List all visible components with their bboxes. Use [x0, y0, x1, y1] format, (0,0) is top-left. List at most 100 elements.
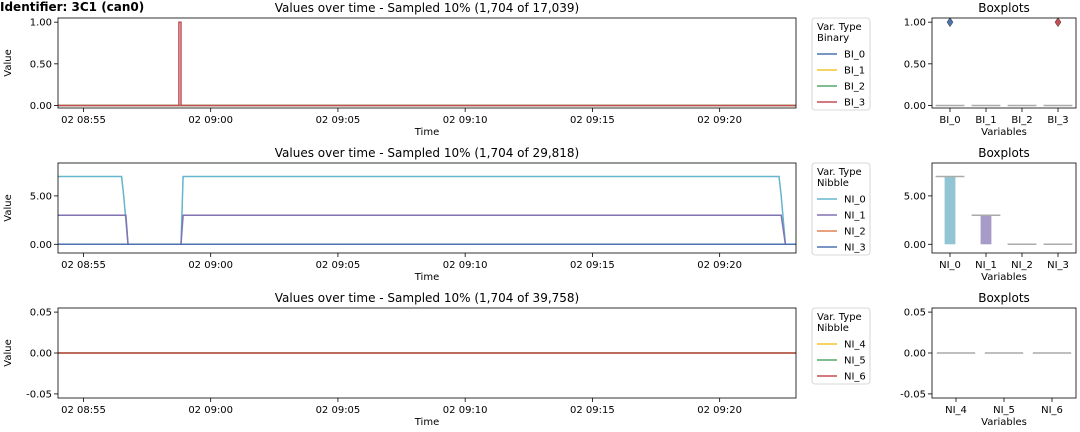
x-tick-label: 02 08:55: [61, 405, 106, 416]
series-group: [58, 21, 796, 107]
y-tick-label: 5.00: [904, 191, 926, 202]
y-tick-label: 0.05: [904, 308, 926, 319]
boxplot-2: Boxplots NI_0 NI_1 NI_2 NI_3 0.00 5.00 Variable…: [904, 146, 1077, 283]
legend-box: [811, 162, 871, 256]
legend-title: Var. Type: [817, 22, 862, 33]
x-tick-label: 02 09:15: [570, 405, 615, 416]
x-tick-label: 02 09:05: [316, 115, 361, 126]
x-tick-label: NI_1: [975, 260, 997, 271]
x-tick-label: 02 09:20: [697, 405, 742, 416]
x-tick-label: BI_1: [975, 115, 996, 126]
legend-title: Var. Type: [817, 312, 862, 323]
legend-item-ni_4: NI_4: [844, 340, 866, 351]
boxplot-title: Boxplots: [978, 291, 1030, 305]
boxplot-title: Boxplots: [978, 1, 1030, 15]
x-tick-label: 02 09:20: [697, 260, 742, 271]
y-tick-label: 0.50: [904, 59, 926, 70]
legend-item-ni_0: NI_0: [844, 195, 866, 206]
x-tick-label: 02 09:05: [316, 260, 361, 271]
y-tick-label: 0.00: [904, 240, 926, 251]
outlier-bi_3: [1054, 17, 1062, 28]
x-tick-label: 02 08:55: [61, 260, 106, 271]
legend-subtitle: Nibble: [817, 323, 849, 334]
x-tick-label: BI_0: [939, 115, 960, 126]
y-axis-label: Value: [3, 194, 14, 221]
series-line-bi_3: [58, 21, 796, 107]
legend-box: [811, 17, 871, 111]
x-axis-label: Time: [414, 417, 439, 428]
x-tick-label: 02 09:00: [188, 115, 233, 126]
y-tick-label: 5.00: [30, 191, 52, 202]
y-tick-label: 0.00: [30, 101, 52, 112]
boxplot-title: Boxplots: [978, 146, 1030, 160]
x-tick-label: 02 09:15: [570, 115, 615, 126]
line-chart-3: Values over time - Sampled 10% (1,704 of…: [3, 291, 871, 428]
x-axis-label: Time: [414, 272, 439, 283]
x-tick-label: 02 09:05: [316, 405, 361, 416]
x-tick-label: 02 09:10: [443, 405, 488, 416]
box-ni_1: [980, 215, 992, 245]
x-tick-label: NI_4: [945, 405, 967, 416]
y-axis-label: Value: [3, 339, 14, 366]
y-tick-label: 0.05: [30, 308, 52, 319]
y-tick-label: 0.00: [904, 101, 926, 112]
chart-title: Values over time - Sampled 10% (1,704 of…: [275, 291, 579, 305]
figure-title: Identifier: 3C1 (can0): [0, 0, 145, 14]
legend-title: Var. Type: [817, 167, 862, 178]
y-axis-label: Value: [3, 49, 14, 76]
plot-frame: [57, 162, 797, 254]
legend-item-ni_5: NI_5: [844, 356, 866, 367]
chart-title: Values over time - Sampled 10% (1,704 of…: [275, 1, 579, 15]
legend-item-bi_0: BI_0: [844, 50, 865, 61]
plot-frame: [931, 162, 1077, 254]
chart-title: Values over time - Sampled 10% (1,704 of…: [275, 146, 579, 160]
x-tick-label: 02 08:55: [61, 115, 106, 126]
y-tick-label: 1.00: [904, 18, 926, 29]
x-tick-label: 02 09:20: [697, 115, 742, 126]
series-line-ni_1: [58, 214, 796, 246]
x-axis-label: Variables: [981, 127, 1027, 138]
legend-subtitle: Binary: [817, 33, 849, 44]
y-tick-label: 0.50: [30, 59, 52, 70]
x-tick-label: 02 09:10: [443, 115, 488, 126]
x-tick-label: BI_2: [1011, 115, 1032, 126]
series-line-ni_0: [58, 175, 796, 246]
x-tick-label: NI_3: [1047, 260, 1069, 271]
x-tick-label: NI_2: [1011, 260, 1033, 271]
x-tick-label: BI_3: [1047, 115, 1068, 126]
line-chart-2: Values over time - Sampled 10% (1,704 of…: [3, 146, 871, 283]
boxplot-3: Boxplots NI_4 NI_5 NI_6 -0.05 0.00 0.05 Variabl…: [900, 291, 1077, 428]
outlier-bi_0: [946, 17, 954, 28]
y-tick-label: 0.00: [904, 349, 926, 360]
legend-item-ni_6: NI_6: [844, 372, 866, 383]
legend-subtitle: Nibble: [817, 178, 849, 189]
x-tick-label: NI_5: [993, 405, 1015, 416]
plot-frame: [57, 17, 797, 109]
y-tick-label: -0.05: [900, 389, 926, 400]
x-tick-label: 02 09:15: [570, 260, 615, 271]
plot-frame: [931, 17, 1077, 109]
box-ni_0: [944, 176, 956, 245]
legend-item-ni_1: NI_1: [844, 211, 866, 222]
boxplot-1: Boxplots BI_0 BI_1 BI_2 BI_3 0.00 0.50 1.00 Vari…: [904, 1, 1077, 138]
x-tick-label: NI_6: [1041, 405, 1063, 416]
y-tick-label: -0.05: [26, 389, 52, 400]
x-tick-label: 02 09:10: [443, 260, 488, 271]
legend-item-bi_3: BI_3: [844, 98, 865, 109]
legend-item-bi_2: BI_2: [844, 82, 865, 93]
y-tick-label: 0.00: [30, 240, 52, 251]
x-axis-label: Time: [414, 127, 439, 138]
line-chart-1: Values over time - Sampled 10% (1,704 of…: [3, 1, 871, 138]
x-tick-label: 02 09:00: [188, 405, 233, 416]
series-group: [58, 175, 796, 246]
legend-box: [811, 307, 871, 385]
legend-item-ni_2: NI_2: [844, 227, 866, 238]
x-axis-label: Variables: [981, 417, 1027, 428]
y-tick-label: 0.00: [30, 349, 52, 360]
legend-item-ni_3: NI_3: [844, 243, 866, 254]
y-tick-label: 1.00: [30, 18, 52, 29]
